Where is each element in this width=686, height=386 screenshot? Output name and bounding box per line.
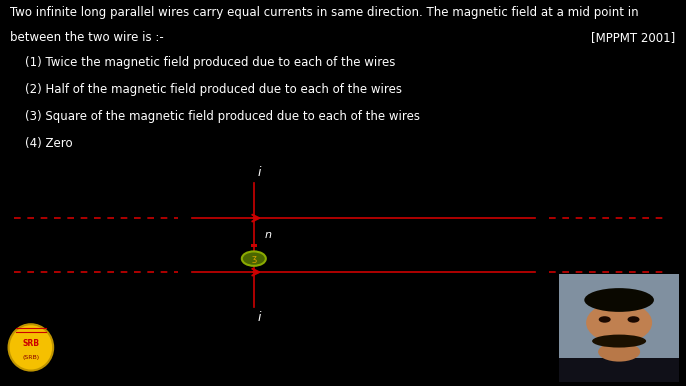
Text: (SRB): (SRB) [23, 355, 39, 359]
Ellipse shape [592, 335, 646, 347]
Bar [251, 244, 257, 247]
Text: SRB: SRB [23, 339, 39, 348]
Text: i: i [257, 311, 261, 324]
Ellipse shape [599, 316, 611, 323]
Text: Two infinite long parallel wires carry equal currents in same direction. The mag: Two infinite long parallel wires carry e… [10, 6, 639, 19]
Ellipse shape [598, 342, 640, 362]
Ellipse shape [241, 251, 266, 266]
Text: (2) Half of the magnetic field produced due to each of the wires: (2) Half of the magnetic field produced … [10, 83, 402, 96]
Text: n: n [264, 230, 271, 240]
Text: (4) Zero: (4) Zero [10, 137, 73, 150]
Ellipse shape [628, 316, 639, 323]
Text: between the two wire is :-: between the two wire is :- [10, 31, 164, 44]
Bar [559, 274, 679, 382]
Ellipse shape [584, 288, 654, 312]
Text: (1) Twice the magnetic field produced due to each of the wires: (1) Twice the magnetic field produced du… [10, 56, 396, 69]
Ellipse shape [8, 324, 54, 371]
Text: ʒ: ʒ [251, 254, 257, 263]
Bar [559, 358, 679, 382]
Text: i: i [257, 166, 261, 179]
Text: [MPPMT 2001]: [MPPMT 2001] [591, 31, 676, 44]
Text: (3) Square of the magnetic field produced due to each of the wires: (3) Square of the magnetic field produce… [10, 110, 421, 123]
Ellipse shape [586, 302, 652, 343]
